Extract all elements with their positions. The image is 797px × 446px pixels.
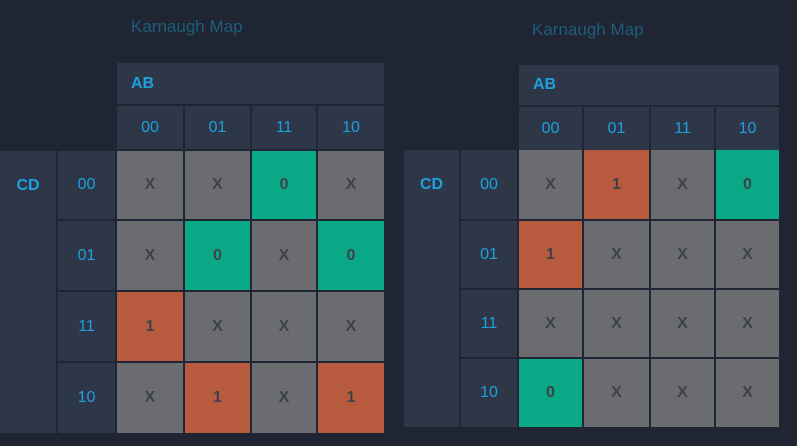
kmap-cell: X	[584, 221, 649, 288]
kmap-cell: X	[519, 290, 582, 357]
kmap-cell: X	[651, 221, 714, 288]
row-label: 01	[461, 221, 517, 288]
col-variable-label: AB	[519, 65, 779, 105]
col-label: 10	[318, 106, 384, 149]
col-label: 00	[117, 106, 183, 149]
kmap-cell: X	[651, 290, 714, 357]
kmap-cell: X	[117, 221, 183, 290]
row-label: 10	[461, 359, 517, 427]
kmap-cell: X	[252, 363, 316, 433]
kmap-cell: X	[117, 363, 183, 433]
row-variable-label: CD	[0, 151, 56, 433]
kmap-cell: X	[716, 221, 779, 288]
kmap-cell: X	[318, 151, 384, 219]
kmap-cell: X	[318, 292, 384, 361]
col-label: 01	[584, 107, 649, 150]
kmap-cell: 0	[252, 151, 316, 219]
col-label: 11	[651, 107, 714, 150]
kmap-cell: X	[519, 150, 582, 219]
kmap-cell: 1	[584, 150, 649, 219]
map-title: Karnaugh Map	[532, 20, 644, 39]
kmap-cell: X	[584, 290, 649, 357]
kmap-cell: 0	[716, 150, 779, 219]
kmap-cell: X	[716, 359, 779, 427]
kmap-cell: X	[651, 150, 714, 219]
kmap-cell: X	[584, 359, 649, 427]
kmap-cell: X	[651, 359, 714, 427]
kmap-cell: X	[716, 290, 779, 357]
col-label: 10	[716, 107, 779, 150]
col-label: 00	[519, 107, 582, 150]
kmap-cell: 0	[318, 221, 384, 290]
row-label: 11	[461, 290, 517, 357]
kmap-cell: X	[252, 292, 316, 361]
row-variable-label: CD	[404, 150, 459, 427]
map-title: Karnaugh Map	[131, 17, 243, 36]
row-label: 01	[58, 221, 115, 290]
col-label: 11	[252, 106, 316, 149]
kmap-cell: 1	[519, 221, 582, 288]
kmap-cell: 0	[185, 221, 250, 290]
kmap-cell: X	[252, 221, 316, 290]
col-variable-label: AB	[117, 63, 384, 104]
kmap-cell: 1	[185, 363, 250, 433]
kmap-cell: 0	[519, 359, 582, 427]
kmap-cell: X	[117, 151, 183, 219]
col-label: 01	[185, 106, 250, 149]
kmap-cell: 1	[117, 292, 183, 361]
row-label: 11	[58, 292, 115, 361]
row-label: 00	[461, 150, 517, 219]
kmap-cell: X	[185, 151, 250, 219]
row-label: 00	[58, 151, 115, 219]
row-label: 10	[58, 363, 115, 433]
kmap-cell: 1	[318, 363, 384, 433]
kmap-cell: X	[185, 292, 250, 361]
